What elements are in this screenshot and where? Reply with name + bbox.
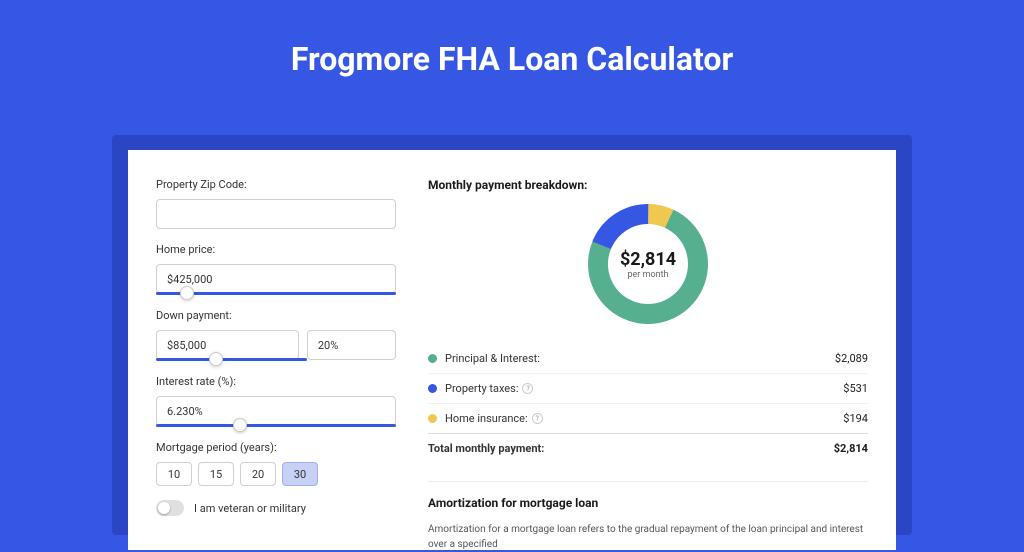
period-btn-20[interactable]: 20 — [240, 462, 276, 486]
rate-field: Interest rate (%): — [156, 375, 396, 427]
amortization-text: Amortization for a mortgage loan refers … — [428, 522, 868, 552]
breakdown-panel: Monthly payment breakdown: $2,814 per mo… — [428, 178, 868, 550]
breakdown-title: Monthly payment breakdown: — [428, 178, 868, 192]
rate-slider[interactable] — [156, 424, 396, 427]
veteran-row: I am veteran or military — [156, 500, 396, 516]
legend-value: $194 — [843, 412, 868, 425]
page-title: Frogmore FHA Loan Calculator — [0, 0, 1024, 98]
price-slider[interactable] — [156, 292, 396, 295]
calculator-card: Property Zip Code: Home price: Down paym… — [128, 150, 896, 550]
legend-dot — [428, 384, 437, 393]
info-icon[interactable]: ? — [532, 413, 543, 424]
form-panel: Property Zip Code: Home price: Down paym… — [156, 178, 396, 550]
zip-field: Property Zip Code: — [156, 178, 396, 229]
legend-row: Property taxes:?$531 — [428, 374, 868, 404]
amortization-title: Amortization for mortgage loan — [428, 496, 868, 510]
zip-label: Property Zip Code: — [156, 178, 396, 191]
veteran-label: I am veteran or military — [194, 502, 306, 515]
down-slider-thumb[interactable] — [209, 352, 223, 366]
donut-chart: $2,814 per month — [588, 204, 708, 324]
rate-input[interactable] — [156, 396, 396, 426]
legend-dot — [428, 354, 437, 363]
donut-container: $2,814 per month — [428, 204, 868, 324]
rate-slider-thumb[interactable] — [233, 418, 247, 432]
legend-row: Principal & Interest:$2,089 — [428, 344, 868, 374]
zip-input[interactable] — [156, 199, 396, 229]
price-slider-thumb[interactable] — [180, 286, 194, 300]
total-row: Total monthly payment: $2,814 — [428, 433, 868, 463]
period-label: Mortgage period (years): — [156, 441, 396, 454]
legend-label: Principal & Interest: — [445, 352, 835, 365]
donut-value: $2,814 — [620, 249, 676, 270]
down-amount-input[interactable] — [156, 330, 299, 360]
price-label: Home price: — [156, 243, 396, 256]
veteran-toggle[interactable] — [156, 500, 184, 516]
total-value: $2,814 — [834, 442, 868, 455]
down-pct-input[interactable] — [307, 330, 396, 360]
down-label: Down payment: — [156, 309, 396, 322]
legend-value: $531 — [843, 382, 868, 395]
donut-sublabel: per month — [627, 270, 668, 280]
period-btn-15[interactable]: 15 — [198, 462, 234, 486]
legend-label: Home insurance:? — [445, 412, 843, 425]
price-field: Home price: — [156, 243, 396, 295]
period-buttons: 10152030 — [156, 462, 396, 486]
down-field: Down payment: — [156, 309, 396, 361]
legend-value: $2,089 — [835, 352, 868, 365]
total-label: Total monthly payment: — [428, 442, 834, 455]
legend-row: Home insurance:?$194 — [428, 404, 868, 433]
info-icon[interactable]: ? — [522, 383, 533, 394]
legend-list: Principal & Interest:$2,089Property taxe… — [428, 344, 868, 433]
amortization-section: Amortization for mortgage loan Amortizat… — [428, 481, 868, 552]
period-btn-30[interactable]: 30 — [282, 462, 318, 486]
down-slider[interactable] — [156, 358, 307, 361]
period-btn-10[interactable]: 10 — [156, 462, 192, 486]
period-field: Mortgage period (years): 10152030 — [156, 441, 396, 486]
donut-center: $2,814 per month — [588, 204, 708, 324]
legend-label: Property taxes:? — [445, 382, 843, 395]
rate-label: Interest rate (%): — [156, 375, 396, 388]
legend-dot — [428, 414, 437, 423]
